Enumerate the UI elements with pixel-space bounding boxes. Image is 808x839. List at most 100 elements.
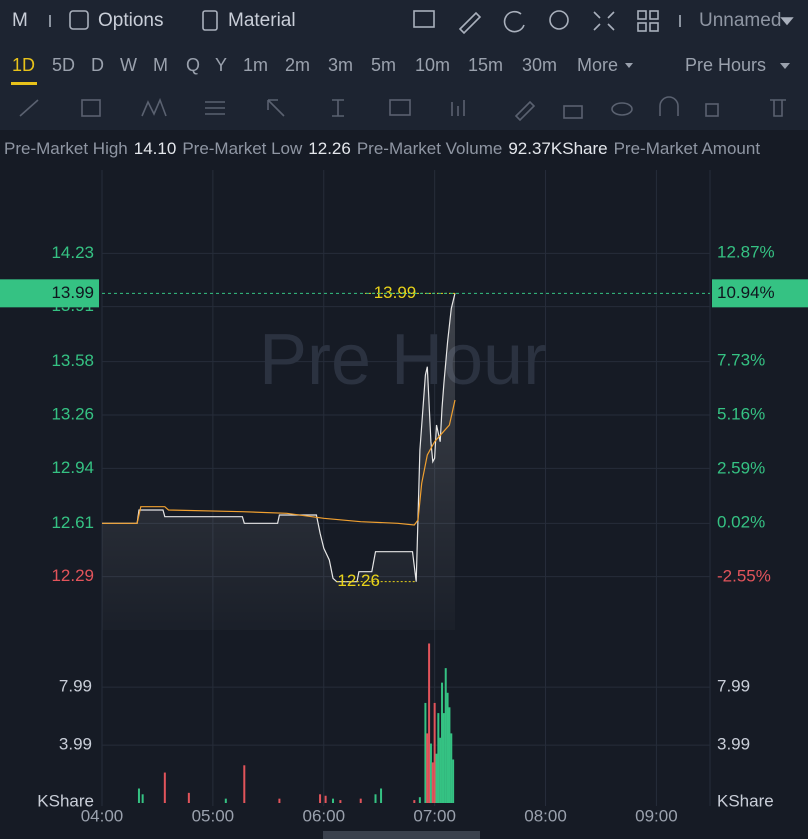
price-area [102, 293, 455, 630]
volume-unit: KShare [717, 791, 774, 810]
timeframe-bar: More Pre Hours 1D 5D D W M Q Y 1m 2m 3m 5m 10m 15m 30… [0, 42, 808, 88]
volume-bar [332, 798, 335, 803]
y2-tick-label: -2.55% [717, 567, 771, 586]
tool-layers[interactable] [705, 103, 719, 117]
price-line [102, 293, 456, 583]
tool-note[interactable] [389, 99, 411, 116]
drawing-toolbar [0, 88, 808, 130]
volume-tick-label: 7.99 [717, 677, 750, 696]
volume-bar [374, 794, 377, 803]
volume-bar [278, 798, 281, 803]
timeframe-button[interactable]: 5D [52, 55, 76, 75]
icon-fullscreen[interactable] [593, 11, 615, 31]
tool-lock[interactable] [563, 105, 583, 119]
icon-layout[interactable] [637, 10, 647, 20]
timeframe-button[interactable]: 15m [468, 55, 504, 75]
last-price-label: 13.99 [51, 283, 94, 302]
symbol[interactable]: M [12, 10, 28, 31]
y2-tick-label: 12.87% [717, 243, 775, 262]
timeframe-button[interactable]: 2m [285, 55, 311, 75]
info-value: 92.37KShare [508, 139, 608, 158]
volume-bar [141, 794, 144, 803]
chart-bg [0, 170, 808, 839]
high-label: 13.99 [374, 283, 417, 302]
volume-bar [431, 762, 434, 803]
volume-bar [163, 772, 166, 803]
volume-bar [439, 737, 442, 803]
volume-bar [426, 733, 429, 803]
tool-bars[interactable] [451, 100, 465, 116]
x-tick-label: 05:00 [192, 806, 235, 825]
icon-refresh[interactable] [503, 10, 525, 33]
options-icon[interactable] [69, 10, 89, 30]
dropdown-arrow [625, 63, 633, 68]
active-underline [11, 82, 37, 85]
y-tick-label: 14.23 [51, 243, 94, 262]
volume-bar [444, 668, 447, 803]
volume-bar [137, 788, 140, 803]
info-label: Pre-Market Amount [613, 139, 761, 158]
timeframe-button[interactable]: 5m [371, 55, 397, 75]
info-label: Pre-Market Volume [356, 139, 503, 158]
timeframe-button[interactable]: 1m [243, 55, 269, 75]
material-icon[interactable] [202, 10, 218, 31]
tool-wave[interactable] [141, 97, 167, 117]
session-select[interactable]: Pre Hours [685, 55, 767, 75]
timeframe-button[interactable]: 3m [328, 55, 354, 75]
volume-tick-label: 3.99 [59, 735, 92, 754]
dropdown-arrow [780, 63, 790, 69]
timeframe-button[interactable]: Y [215, 55, 228, 75]
tool-eye[interactable] [611, 102, 633, 116]
timeframe-button[interactable]: Q [186, 55, 201, 75]
timeframe-button[interactable]: D [91, 55, 104, 75]
volume-bar [433, 702, 436, 803]
more-button[interactable]: More [577, 55, 619, 75]
icon-chart[interactable] [413, 10, 435, 28]
watermark: Pre Hour [259, 320, 547, 400]
y2-tick-label: 5.16% [717, 405, 765, 424]
tool-pen[interactable] [514, 100, 536, 122]
volume-bar [450, 733, 453, 803]
layout-name[interactable]: Unnamed [699, 10, 782, 31]
last-change-label: 10.94% [717, 283, 775, 302]
timeframe-button[interactable]: 30m [522, 55, 558, 75]
volume-bar [339, 800, 342, 803]
scrollbar[interactable] [323, 831, 480, 839]
x-tick-label: 08:00 [524, 806, 567, 825]
average-line [102, 399, 456, 526]
tool-text[interactable] [332, 99, 344, 117]
timeframe-button[interactable]: 1D [12, 55, 36, 75]
options-button[interactable]: Options [98, 10, 164, 31]
icon-draw[interactable] [458, 11, 482, 35]
tool-delete[interactable] [770, 99, 786, 117]
x-tick-label: 07:00 [413, 806, 456, 825]
timeframe-button[interactable]: 10m [415, 55, 451, 75]
timeframe-button[interactable]: M [153, 55, 168, 75]
material-button[interactable]: Material [228, 10, 296, 31]
info-value: 14.10 [133, 139, 177, 158]
volume-bar [448, 707, 451, 803]
volume-bar [446, 692, 449, 803]
tool-magnet[interactable] [659, 96, 679, 116]
tool-line[interactable] [19, 99, 39, 117]
volume-bar [187, 792, 190, 803]
volume-bar [441, 682, 444, 803]
y-tick-label: 13.58 [51, 351, 94, 370]
last-price-box [0, 279, 99, 308]
volume-unit: KShare [37, 791, 94, 810]
tool-arrow[interactable] [267, 99, 285, 117]
toolbar-icons [49, 10, 794, 35]
icon-settings[interactable] [549, 10, 569, 30]
tool-rect[interactable] [81, 99, 101, 117]
volume-bar [437, 713, 440, 803]
volume-tick-label: 7.99 [59, 677, 92, 696]
info-label: Pre-Market Low [182, 139, 303, 158]
timeframe-button[interactable]: W [120, 55, 137, 75]
volume-bar [429, 743, 432, 803]
y2-tick-label: 7.73% [717, 351, 765, 370]
y2-tick-label: 0.02% [717, 513, 765, 532]
tool-fib[interactable] [205, 101, 225, 115]
y-tick-label: 12.29 [51, 566, 94, 585]
